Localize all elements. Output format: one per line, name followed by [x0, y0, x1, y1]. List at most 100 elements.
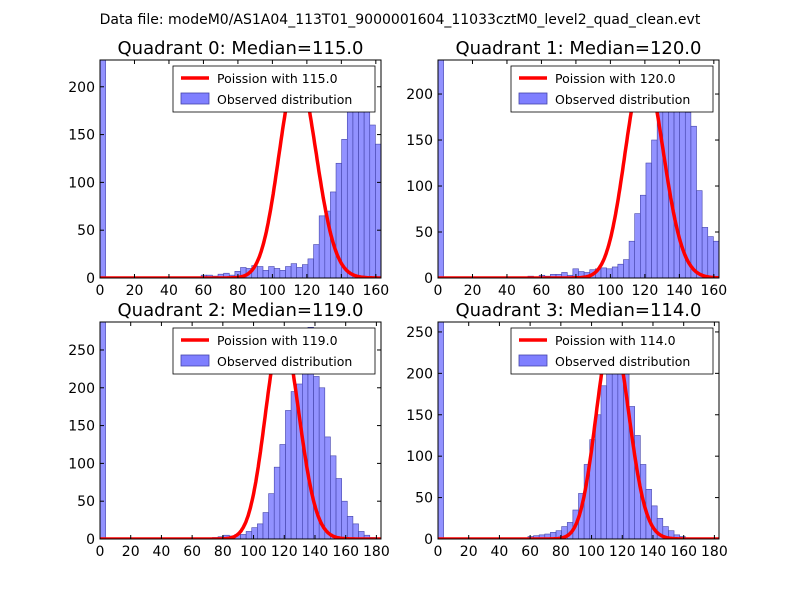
histogram-bar	[392, 202, 398, 278]
y-tick-label: 200	[406, 87, 433, 103]
histogram-bar	[346, 516, 354, 539]
histogram-bar	[398, 235, 404, 278]
histogram-bar	[375, 143, 381, 278]
legend-hist-label: Observed distribution	[555, 92, 690, 107]
histogram-bar	[725, 264, 731, 278]
histogram-bar	[324, 436, 331, 539]
x-tick-label: 100	[597, 283, 624, 299]
legend-hist-label: Observed distribution	[217, 354, 352, 369]
histogram-bar	[296, 267, 303, 278]
y-tick-label: 0	[424, 271, 433, 287]
histogram-bar	[245, 531, 253, 539]
x-tick-label: 80	[567, 283, 585, 299]
legend-hist-swatch	[180, 354, 210, 367]
legend-hist-swatch	[518, 92, 548, 105]
histogram-bar	[736, 273, 742, 278]
histogram-bar	[409, 264, 415, 278]
histogram-bar	[285, 410, 292, 539]
histogram-bar	[713, 240, 719, 278]
histogram-bar	[611, 266, 619, 278]
x-tick-label: 160	[670, 544, 697, 560]
histogram-bar	[600, 385, 607, 539]
histogram-bar	[251, 527, 258, 539]
histogram-bar	[313, 244, 320, 278]
histogram-bar	[634, 213, 641, 278]
histogram-bar	[268, 493, 275, 539]
axes-frame	[99, 321, 382, 540]
histogram-bar	[640, 194, 647, 278]
x-tick-label: 60	[521, 544, 539, 560]
y-tick-label: 0	[86, 271, 95, 287]
x-tick-label: 180	[363, 544, 390, 560]
histogram-bar	[285, 266, 292, 278]
histogram-bar	[290, 391, 297, 539]
y-tick-label: 100	[406, 449, 433, 465]
y-tick-label: 100	[68, 456, 95, 472]
x-tick-label: 80	[214, 544, 232, 560]
x-tick-label: 80	[552, 544, 570, 560]
figure-suptitle: Data file: modeM0/AS1A04_113T01_90000016…	[100, 12, 701, 28]
legend-fit-label: Poission with 120.0	[555, 71, 676, 86]
y-tick-label: 200	[68, 381, 95, 397]
quadrant-2-panel: Quadrant 2: Median=119.00 20 40 60 80 100 120 1…	[68, 300, 389, 560]
x-tick-label: 0	[96, 544, 105, 560]
histogram-bar	[279, 270, 286, 278]
quadrant-1-panel: Quadrant 1: Median=120.0 0 20 40 60 80 100 120 1…	[406, 38, 753, 299]
histogram-bar	[273, 268, 281, 278]
histogram-bar	[628, 240, 636, 278]
histogram-bar	[262, 512, 269, 539]
x-tick-label: 160	[700, 283, 727, 299]
axes-frame	[99, 59, 382, 279]
legend-fit-label: Poission with 115.0	[217, 71, 338, 86]
y-tick-label: 50	[77, 223, 95, 239]
x-tick-label: 20	[126, 283, 144, 299]
histogram-bar	[341, 500, 348, 539]
x-tick-label: 60	[195, 283, 213, 299]
histogram-bar	[747, 277, 753, 278]
histogram-bar	[707, 236, 714, 278]
panel-title: Quadrant 2: Median=119.0	[118, 300, 364, 321]
y-tick-label: 0	[424, 532, 433, 548]
x-tick-label: 40	[153, 544, 171, 560]
x-tick-label: 160	[362, 283, 389, 299]
histogram-bar	[415, 268, 421, 278]
histogram-bar	[341, 139, 348, 278]
histogram-bar	[262, 270, 269, 278]
legend: Poission with 119.0 Observed distribution	[172, 327, 376, 375]
y-tick-label: 150	[68, 419, 95, 435]
histogram-bar	[335, 478, 342, 539]
histogram-bar	[617, 263, 624, 278]
x-tick-label: 120	[632, 283, 659, 299]
histogram-bar	[307, 258, 314, 278]
x-tick-label: 0	[434, 544, 443, 560]
histogram-bar	[279, 444, 286, 539]
panel-title: Quadrant 3: Median=114.0	[456, 300, 702, 321]
histogram-bar	[346, 110, 354, 278]
histogram-bar	[651, 139, 658, 278]
x-tick-label: 100	[578, 544, 605, 560]
quadrant-0-panel: Quadrant 0: Median=115.0 0 20 40 60 80 100 120 1…	[68, 38, 421, 299]
y-tick-label: 250	[68, 343, 95, 359]
legend: Poission with 120.0 Observed distribution	[510, 65, 714, 113]
histogram-bar	[257, 266, 264, 278]
legend: Poission with 115.0 Observed distribution	[172, 65, 376, 113]
x-tick-label: 140	[640, 544, 667, 560]
histogram-bar	[606, 268, 613, 278]
histogram-bar	[701, 227, 709, 278]
histogram-bar	[100, 60, 106, 278]
histogram-bar	[600, 267, 607, 278]
quadrant-3-panel: Quadrant 3: Median=114.00 20 40 60 80 100 120 1…	[406, 300, 727, 560]
y-tick-label: 150	[68, 128, 95, 144]
histogram-bar	[330, 455, 337, 539]
histogram-bar	[273, 466, 281, 539]
x-tick-label: 40	[491, 544, 509, 560]
histogram-bar	[403, 249, 409, 278]
axes-frame	[437, 59, 720, 279]
histogram-bar	[100, 322, 106, 539]
x-tick-label: 140	[666, 283, 693, 299]
histogram-bar	[673, 89, 680, 278]
histogram-bar	[696, 190, 703, 278]
legend-hist-label: Observed distribution	[555, 354, 690, 369]
histogram-bar	[690, 125, 697, 278]
